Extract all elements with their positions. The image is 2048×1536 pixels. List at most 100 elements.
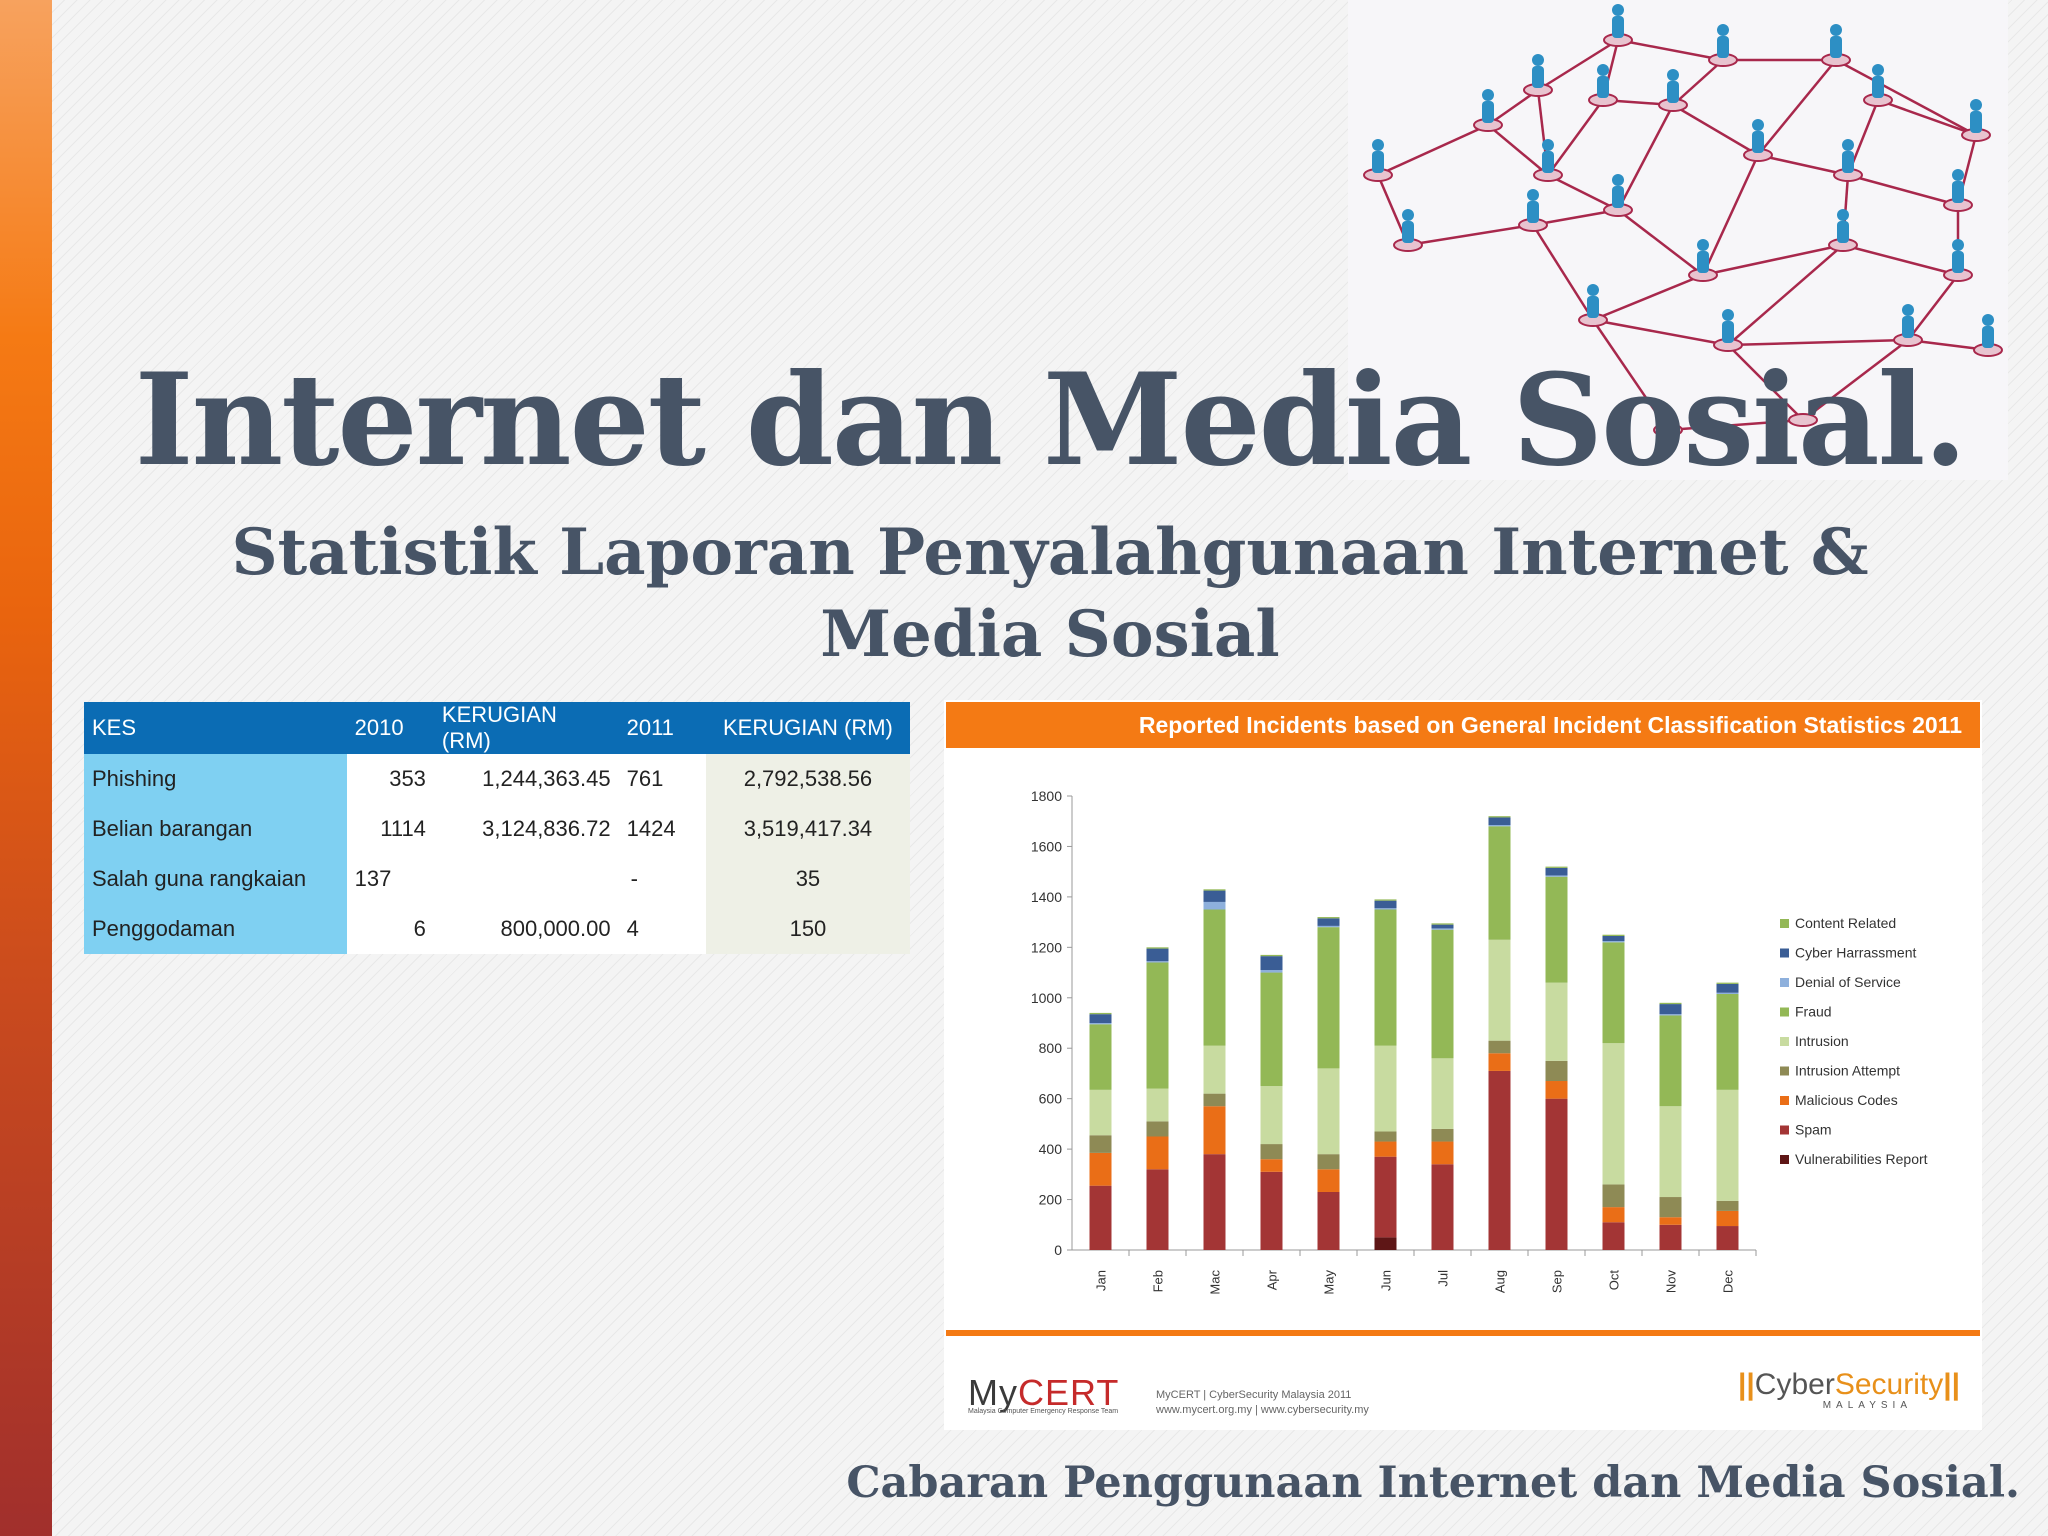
bar-segment [1203, 889, 1226, 891]
bar-segment [1659, 1015, 1682, 1107]
bar-segment [1716, 992, 1739, 994]
legend-swatch [1780, 1066, 1789, 1076]
bar-segment [1716, 1226, 1739, 1250]
cell-2011: 1424 [618, 804, 706, 854]
x-tick-label: Aug [1493, 1270, 1508, 1293]
legend-label: Content Related [1795, 915, 1896, 931]
bar-segment [1545, 876, 1568, 983]
cell-kerugian-2011: 2,792,538.56 [705, 754, 910, 804]
bar-segment [1545, 982, 1568, 1061]
cell-kerugian-2011: 35 [705, 854, 910, 904]
header-kerugian-2010: KERUGIAN (RM) [433, 702, 619, 754]
legend-label: Intrusion [1795, 1033, 1849, 1049]
bar-segment [1203, 1045, 1226, 1094]
bar-segment [1089, 1014, 1112, 1023]
bar-segment [1716, 1200, 1739, 1211]
legend-swatch [1780, 919, 1789, 928]
bar-segment [1146, 1121, 1169, 1137]
legend-swatch [1780, 1096, 1789, 1105]
bar-segment [1488, 816, 1511, 818]
x-tick-label: Oct [1607, 1270, 1622, 1291]
bar-segment [1602, 1222, 1625, 1250]
cell-kes: Belian barangan [84, 804, 347, 854]
table-row: Phishing 353 1,244,363.45 761 2,792,538.… [84, 754, 910, 804]
x-tick-label: Jun [1379, 1270, 1394, 1291]
bar-segment [1089, 1152, 1112, 1186]
legend-swatch [1780, 1037, 1789, 1046]
bar-segment [1716, 1210, 1739, 1227]
bar-segment [1374, 1131, 1397, 1142]
bar-segment [1203, 1093, 1226, 1107]
bar-segment [1317, 1068, 1340, 1155]
cybersecurity-logo-subtitle: MALAYSIA [1822, 1400, 1912, 1411]
cell-kes: Salah guna rangkaian [84, 854, 347, 904]
bar-segment [1260, 972, 1283, 1087]
bar-segment [1374, 1045, 1397, 1132]
table-row: Penggodaman 6 800,000.00 4 150 [84, 904, 910, 954]
bar-segment [1602, 941, 1625, 943]
bar-segment [1089, 1024, 1112, 1090]
bar-segment [1260, 1086, 1283, 1145]
legend-swatch [1780, 1125, 1789, 1135]
bar-segment [1317, 927, 1340, 1069]
legend-swatch [1780, 948, 1789, 958]
bar-segment [1260, 1159, 1283, 1172]
table-row: Belian barangan 1114 3,124,836.72 1424 3… [84, 804, 910, 854]
bar-segment [1317, 1154, 1340, 1170]
bar-segment [1431, 1058, 1454, 1129]
bar-segment [1146, 961, 1169, 963]
mycert-info-line-2: www.mycert.org.my | www.cybersecurity.my [1156, 1404, 1369, 1416]
bar-segment [1260, 970, 1283, 973]
bar-segment [1146, 1088, 1169, 1122]
y-tick-label: 800 [1039, 1040, 1063, 1056]
bar-segment [1659, 1002, 1682, 1005]
bar-segment [1317, 1191, 1340, 1250]
footer-caption: Cabaran Penggunaan Internet dan Media So… [846, 1458, 2020, 1508]
bar-segment [1659, 1217, 1682, 1225]
bar-segment [1602, 1043, 1625, 1185]
cell-2011: 761 [618, 754, 706, 804]
mycert-info-line-1: MyCERT | CyberSecurity Malaysia 2011 [1156, 1389, 1352, 1401]
bar-segment [1431, 1141, 1454, 1165]
bar-segment [1203, 1154, 1226, 1250]
bar-segment [1374, 909, 1397, 1046]
legend-label: Vulnerabilities Report [1795, 1151, 1928, 1167]
bar-segment [1089, 1089, 1112, 1136]
cell-kes: Phishing [84, 754, 347, 804]
legend-label: Cyber Harrassment [1795, 945, 1916, 961]
x-tick-label: Sep [1550, 1270, 1565, 1293]
bar-segment [1602, 1207, 1625, 1223]
bar-segment [1431, 928, 1454, 930]
bar-segment [1716, 983, 1739, 993]
bar-segment [1545, 866, 1568, 868]
y-tick-label: 400 [1039, 1141, 1063, 1157]
bar-segment [1488, 826, 1511, 940]
mycert-tagline: Malaysia Computer Emergency Response Tea… [968, 1408, 1119, 1415]
bar-segment [1602, 1184, 1625, 1208]
bar-segment [1374, 1141, 1397, 1157]
bar-segment [1545, 1098, 1568, 1250]
header-kerugian-2011: KERUGIAN (RM) [705, 702, 910, 754]
cell-2010: 137 [346, 854, 434, 904]
legend-label: Denial of Service [1795, 974, 1901, 990]
bar-segment [1659, 1004, 1682, 1015]
bar-segment [1488, 939, 1511, 1041]
subtitle-line-1: Statistik Laporan Penyalahgunaan Interne… [231, 515, 1869, 590]
chart-divider [946, 1330, 1980, 1336]
x-tick-label: May [1322, 1270, 1337, 1295]
bar-segment [1659, 1224, 1682, 1250]
bar-segment [1317, 1169, 1340, 1192]
bar-segment [1260, 1171, 1283, 1250]
cell-kerugian-2010: 1,244,363.45 [433, 754, 619, 804]
statistics-table: KES 2010 KERUGIAN (RM) 2011 KERUGIAN (RM… [84, 702, 910, 954]
bar-segment [1602, 934, 1625, 936]
bar-segment [1260, 1144, 1283, 1160]
bar-segment [1374, 908, 1397, 910]
legend-swatch [1780, 1007, 1789, 1017]
bar-segment [1431, 929, 1454, 1059]
slide-title: Internet dan Media Sosial. [134, 346, 1968, 494]
y-tick-label: 1800 [1031, 788, 1062, 804]
cell-kerugian-2011: 3,519,417.34 [705, 804, 910, 854]
legend-label: Malicious Codes [1795, 1092, 1898, 1108]
cell-2010: 1114 [346, 804, 434, 854]
